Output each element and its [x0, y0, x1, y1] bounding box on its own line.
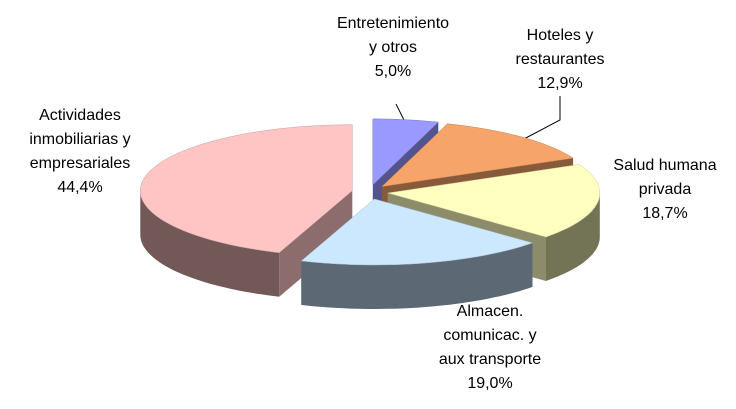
slice-top [140, 124, 353, 253]
slice-top [372, 118, 439, 186]
slice-side [279, 190, 353, 297]
slice-wall [140, 190, 280, 297]
category-label: Entretenimiento y otros [336, 15, 450, 56]
slice-top [300, 198, 534, 266]
category-label: Hoteles y restaurantes [515, 27, 605, 68]
slice [300, 198, 534, 309]
slice-label: Almacen. comunicac. y aux transporte 19,0… [390, 300, 590, 396]
slice-label: Salud humana privada 18,7% [565, 154, 736, 226]
value-label: 19,0% [467, 375, 513, 392]
slice-top [381, 123, 574, 187]
slice-wall [301, 242, 533, 309]
slice [140, 124, 353, 297]
slice-label: Entretenimiento y otros 5,0% [293, 12, 493, 84]
value-label: 12,9% [537, 75, 583, 92]
leader-line [521, 96, 561, 141]
value-label: 5,0% [374, 63, 412, 80]
slice-label: Hoteles y restaurantes 12,9% [460, 24, 660, 96]
value-label: 18,7% [642, 205, 688, 222]
category-label: Actividades inmobiliarias y empresariale… [29, 107, 131, 172]
slice-wall [546, 193, 600, 281]
slice-top [387, 164, 601, 238]
category-label: Salud humana privada [613, 157, 717, 198]
value-label: 44,4% [57, 179, 103, 196]
category-label: Almacen. comunicac. y aux transporte [438, 303, 542, 368]
slice-label: Actividades inmobiliarias y empresariale… [0, 104, 180, 200]
